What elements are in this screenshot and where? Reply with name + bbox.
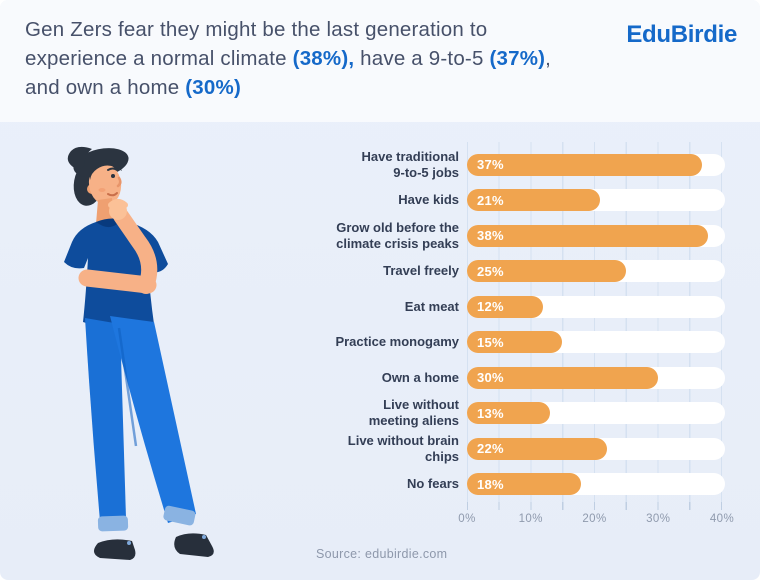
bar: 18% — [467, 473, 582, 496]
category-label: Eat meat — [404, 298, 459, 314]
stat-37: (37%) — [489, 47, 546, 70]
chart-row: Own a home 30% — [321, 360, 731, 396]
chart-row: Practice monogamy 15% — [321, 325, 731, 361]
category-label: Live without meeting aliens — [368, 397, 459, 429]
bar: 15% — [467, 331, 563, 354]
bar-track: 13% — [467, 402, 725, 425]
bar: 38% — [467, 224, 709, 247]
chart-row: Travel freely 25% — [321, 254, 731, 290]
bar-value-label: 12% — [477, 299, 504, 315]
chart-rows: Have traditional 9-to-5 jobs 37% Have ki… — [321, 147, 731, 502]
category-label: Have traditional 9-to-5 jobs — [361, 148, 459, 180]
bar-track: 21% — [467, 189, 725, 212]
source-text: Source: edubirdie.com — [316, 547, 448, 561]
headline-line2-text: experience a normal climate — [25, 47, 293, 70]
category-label: Practice monogamy — [335, 334, 459, 350]
category-label: Grow old before the climate crisis peaks — [336, 219, 459, 251]
stat-38: (38%), — [292, 47, 355, 70]
bar-value-label: 13% — [477, 405, 504, 421]
bar: 21% — [467, 189, 601, 212]
bar-track: 37% — [467, 153, 725, 176]
headline-line2-comma: , — [545, 47, 552, 70]
chart-row: Have traditional 9-to-5 jobs 37% — [321, 147, 731, 183]
bar-track: 18% — [467, 473, 725, 496]
bar-value-label: 25% — [477, 263, 504, 279]
bar-value-label: 21% — [477, 192, 504, 208]
chart-row: Eat meat 12% — [321, 289, 731, 325]
bar: 12% — [467, 295, 544, 318]
chart-row: Live without brain chips 22% — [321, 431, 731, 467]
bar-value-label: 22% — [477, 441, 504, 457]
bar: 13% — [467, 402, 550, 425]
chart-row: Have kids 21% — [321, 183, 731, 219]
chart-row: Live without meeting aliens 13% — [321, 396, 731, 432]
x-axis-tick-label: 10% — [518, 513, 543, 525]
x-axis-tick-label: 40% — [709, 513, 735, 525]
bar-value-label: 18% — [477, 476, 504, 492]
headline-line2-text2: have a 9-to-5 — [354, 47, 490, 70]
bar: 30% — [467, 366, 658, 389]
bar-value-label: 15% — [477, 334, 504, 350]
category-label: Live without brain chips — [347, 432, 459, 464]
chart-row: Grow old before the climate crisis peaks… — [321, 218, 731, 254]
bar: 25% — [467, 260, 626, 283]
category-label: No fears — [406, 476, 459, 492]
bar-track: 25% — [467, 260, 725, 283]
chart-row: No fears 18% — [321, 467, 731, 503]
bar-track: 22% — [467, 437, 725, 460]
page-title: Gen Zers fear they might be the last gen… — [25, 15, 610, 102]
bar-chart: Have traditional 9-to-5 jobs 37% Have ki… — [321, 142, 734, 525]
edubirdie-logo: EduBirdie — [626, 21, 737, 48]
x-axis-tick-label: 30% — [646, 513, 671, 525]
x-axis: 0% 10% 20% 30% 40% — [458, 513, 733, 529]
thinking-person-illustration — [64, 146, 214, 560]
bar: 37% — [467, 153, 702, 176]
category-label: Travel freely — [383, 263, 459, 279]
category-label: Have kids — [398, 192, 459, 208]
bar-value-label: 37% — [477, 157, 504, 173]
bar-track: 12% — [467, 295, 725, 318]
bar: 22% — [467, 437, 607, 460]
headline-line1: Gen Zers fear they might be the last gen… — [25, 18, 488, 41]
x-axis-tick-label: 0% — [458, 513, 476, 525]
bar-value-label: 38% — [477, 228, 504, 244]
bar-track: 38% — [467, 224, 725, 247]
stat-30: (30%) — [185, 76, 241, 99]
axis-tick-marks — [467, 502, 722, 510]
category-label: Own a home — [381, 369, 459, 385]
bar-value-label: 30% — [477, 370, 504, 386]
header: Gen Zers fear they might be the last gen… — [0, 0, 760, 122]
headline-line3-text: and own a home — [25, 76, 186, 99]
bar-track: 30% — [467, 366, 725, 389]
bar-track: 15% — [467, 331, 725, 354]
x-axis-tick-label: 20% — [582, 513, 607, 525]
